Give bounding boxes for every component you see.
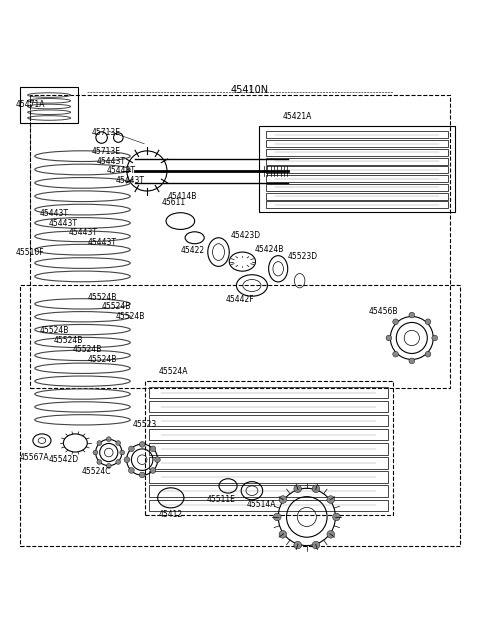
Circle shape [425, 351, 431, 357]
Bar [266, 192, 447, 199]
Circle shape [312, 485, 320, 492]
Text: 45423D: 45423D [230, 231, 261, 240]
Circle shape [393, 351, 398, 357]
Circle shape [327, 530, 335, 538]
Bar [149, 472, 388, 482]
Text: 45611: 45611 [161, 197, 185, 207]
Circle shape [116, 460, 120, 465]
Circle shape [409, 312, 415, 318]
Circle shape [150, 468, 156, 473]
Text: 45713E: 45713E [92, 147, 121, 156]
Bar [259, 125, 455, 211]
Circle shape [274, 513, 281, 521]
Text: 45443T: 45443T [97, 157, 126, 166]
Text: 45443T: 45443T [49, 219, 78, 228]
Circle shape [97, 441, 102, 446]
Bar [149, 443, 388, 454]
Circle shape [386, 335, 392, 341]
Text: 45471A: 45471A [16, 99, 45, 109]
Text: 45442F: 45442F [226, 295, 254, 304]
Text: 45511E: 45511E [206, 496, 235, 505]
Text: 45524A: 45524A [158, 367, 188, 376]
Bar [149, 415, 388, 427]
Text: 45443T: 45443T [107, 166, 135, 175]
Circle shape [107, 437, 111, 442]
Bar [149, 429, 388, 441]
Text: 45567A: 45567A [20, 453, 49, 461]
Circle shape [333, 513, 340, 521]
Text: 45524B: 45524B [39, 327, 69, 335]
Text: 45410N: 45410N [230, 85, 269, 95]
Text: 45523: 45523 [132, 420, 156, 429]
Circle shape [124, 457, 130, 463]
Text: 45414B: 45414B [168, 192, 197, 201]
Text: 45524B: 45524B [102, 303, 131, 311]
Text: 45524B: 45524B [87, 293, 117, 302]
Bar [266, 184, 447, 191]
Bar [149, 387, 388, 398]
Text: 45443T: 45443T [39, 210, 69, 218]
Circle shape [120, 450, 124, 455]
Text: 45523D: 45523D [288, 253, 318, 261]
Bar [30, 94, 450, 388]
Bar [266, 149, 447, 156]
Bar [266, 140, 447, 147]
Circle shape [294, 485, 301, 492]
Circle shape [129, 468, 134, 473]
Bar [266, 166, 447, 173]
Circle shape [312, 541, 320, 549]
Text: 45421A: 45421A [283, 112, 312, 121]
Circle shape [279, 530, 287, 538]
Text: 45443T: 45443T [68, 229, 97, 237]
Text: 45524B: 45524B [87, 355, 117, 364]
Text: 45524B: 45524B [73, 346, 102, 354]
Circle shape [432, 335, 438, 341]
Text: 45524B: 45524B [116, 312, 145, 321]
Circle shape [139, 442, 145, 448]
Text: 45514A: 45514A [247, 500, 276, 509]
Circle shape [150, 446, 156, 452]
Bar [266, 201, 447, 208]
Text: 45524B: 45524B [54, 336, 83, 345]
Circle shape [116, 441, 120, 446]
Circle shape [107, 463, 111, 468]
Bar [149, 401, 388, 412]
Bar [21, 87, 78, 123]
Text: 45456B: 45456B [369, 308, 398, 316]
Text: 45443T: 45443T [87, 238, 116, 247]
Bar [21, 285, 459, 546]
Bar [144, 381, 393, 515]
Bar [266, 158, 447, 165]
Circle shape [139, 472, 145, 478]
Circle shape [327, 496, 335, 503]
Text: 45542D: 45542D [48, 455, 79, 464]
Circle shape [155, 457, 160, 463]
Circle shape [93, 450, 98, 455]
Circle shape [294, 541, 301, 549]
Bar [149, 458, 388, 468]
Text: 45443T: 45443T [116, 176, 145, 185]
Text: 45422: 45422 [180, 246, 204, 255]
Text: 45524C: 45524C [82, 467, 111, 476]
Circle shape [409, 358, 415, 364]
Text: 45713E: 45713E [92, 128, 121, 137]
Text: 45412: 45412 [159, 510, 183, 519]
Bar [149, 499, 388, 511]
Circle shape [97, 460, 102, 465]
Text: 45424B: 45424B [254, 245, 284, 254]
Circle shape [129, 446, 134, 452]
Circle shape [425, 319, 431, 325]
Bar [149, 486, 388, 497]
Bar [266, 131, 447, 138]
Circle shape [393, 319, 398, 325]
Text: 45510F: 45510F [16, 248, 44, 256]
Bar [266, 175, 447, 182]
Circle shape [279, 496, 287, 503]
